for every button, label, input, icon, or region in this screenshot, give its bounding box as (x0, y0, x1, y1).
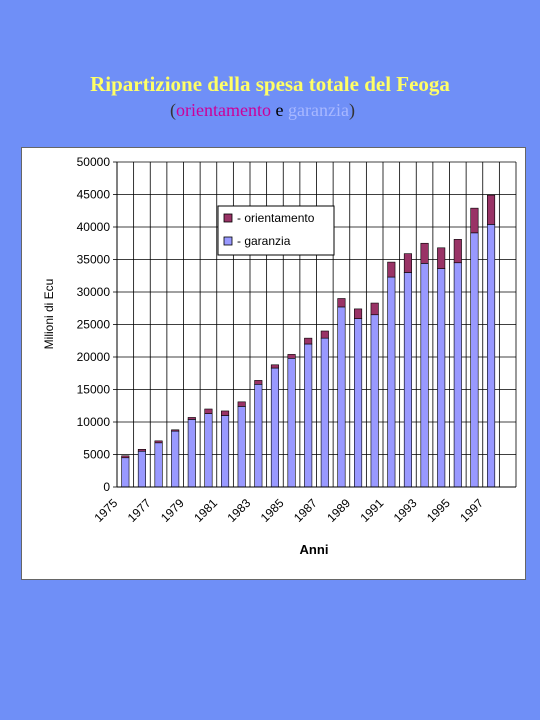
axes: 0 5000 10000 15000 20000 25000 30000 35000 40000… (77, 155, 516, 525)
x-tick-label: 1985 (258, 496, 287, 525)
bar-garanzia-1990 (370, 314, 379, 488)
y-tick-label: 50000 (77, 155, 111, 169)
x-tick-label: 1991 (358, 496, 387, 525)
bar-garanzia-1991 (387, 276, 396, 488)
bar-orientamento-1982 (237, 401, 246, 407)
bar-garanzia-1983 (254, 384, 263, 488)
y-tick-label: 45000 (77, 188, 111, 202)
bar-orientamento-1988 (337, 298, 346, 308)
legend-label-garanzia: - garanzia (237, 234, 291, 248)
bar-garanzia-1994 (437, 268, 446, 488)
bar-garanzia-1981 (221, 415, 230, 488)
bar-garanzia-1976 (137, 450, 146, 488)
bar-orientamento-1980 (204, 408, 213, 414)
x-tick-label: 1979 (158, 496, 187, 525)
bar-orientamento-1985 (287, 354, 296, 359)
bar-garanzia-1988 (337, 306, 346, 488)
y-tick-label: 40000 (77, 220, 111, 234)
bar-garanzia-1993 (420, 263, 429, 488)
bar-orientamento-1984 (270, 364, 279, 369)
page-subtitle: (orientamento e garanzia) (0, 100, 525, 121)
y-tick-label: 30000 (77, 285, 111, 299)
subtitle-open: ( (170, 100, 177, 120)
bar-garanzia-1980 (204, 413, 213, 488)
x-tick-label: 1977 (125, 496, 154, 525)
y-tick-label: 10000 (77, 415, 111, 429)
x-tick-label: 1989 (324, 496, 353, 525)
bar-garanzia-1987 (320, 337, 329, 488)
bar-orientamento-1981 (221, 410, 230, 416)
bar-orientamento-1993 (420, 242, 429, 264)
chart-container: 0 5000 10000 15000 20000 25000 30000 35000 40000… (21, 147, 526, 580)
bar-orientamento-1995 (453, 239, 462, 264)
legend-label-orientamento: - orientamento (237, 211, 315, 225)
x-tick-label: 1987 (291, 496, 320, 525)
subtitle-garanzia: garanzia (288, 100, 349, 120)
bar-orientamento-1989 (354, 308, 363, 319)
y-axis-label: Milioni di Ecu (42, 279, 56, 350)
bar-garanzia-1996 (470, 232, 479, 488)
subtitle-close: ) (348, 100, 355, 120)
x-tick-label: 1993 (391, 496, 420, 525)
bar-orientamento-1975 (121, 455, 130, 459)
bar-garanzia-1997 (487, 224, 496, 488)
bar-orientamento-1996 (470, 207, 479, 234)
x-tick-label: 1995 (424, 496, 453, 525)
bar-garanzia-1992 (403, 272, 412, 488)
bar-garanzia-1995 (453, 262, 462, 488)
bar-garanzia-1979 (187, 419, 196, 488)
x-tick-label: 1975 (92, 496, 121, 525)
stacked-bar-chart: 0 5000 10000 15000 20000 25000 30000 35000 40000… (42, 155, 517, 557)
bar-orientamento-1994 (437, 247, 446, 269)
bar-orientamento-1990 (370, 302, 379, 316)
bar-orientamento-1977 (154, 440, 163, 444)
y-tick-label: 15000 (77, 383, 111, 397)
bar-garanzia-1977 (154, 442, 163, 488)
bar-orientamento-1992 (403, 253, 412, 273)
bar-orientamento-1979 (187, 417, 196, 420)
bar-orientamento-1997 (487, 194, 496, 225)
bar-orientamento-1986 (304, 337, 313, 345)
bar-garanzia-1986 (304, 343, 313, 488)
bar-orientamento-1983 (254, 380, 263, 385)
y-tick-label: 35000 (77, 253, 111, 267)
y-tick-label: 25000 (77, 318, 111, 332)
x-axis-label: Anni (300, 542, 329, 557)
x-tick-label: 1983 (225, 496, 254, 525)
y-tick-label: 0 (103, 480, 110, 494)
bar-garanzia-1978 (171, 430, 180, 488)
legend-swatch-garanzia (223, 236, 233, 246)
x-tick-label: 1997 (457, 496, 486, 525)
bar-orientamento-1978 (171, 429, 180, 432)
bar-garanzia-1984 (270, 367, 279, 488)
page-title: Ripartizione della spesa totale del Feog… (90, 72, 450, 96)
bar-orientamento-1987 (320, 330, 329, 339)
bar-garanzia-1975 (121, 457, 130, 488)
y-tick-label: 5000 (83, 448, 110, 462)
y-tick-label: 20000 (77, 350, 111, 364)
legend: - orientamento - garanzia (217, 205, 335, 256)
bar-garanzia-1985 (287, 358, 296, 488)
bar-orientamento-1976 (137, 448, 146, 452)
bar-garanzia-1989 (354, 318, 363, 488)
subtitle-orientamento: orientamento (176, 100, 271, 120)
legend-box (217, 205, 335, 256)
bar-garanzia-1982 (237, 406, 246, 488)
x-tick-label: 1981 (191, 496, 220, 525)
legend-swatch-orientamento (223, 213, 233, 223)
bar-orientamento-1991 (387, 261, 396, 278)
subtitle-separator: e (271, 100, 288, 120)
